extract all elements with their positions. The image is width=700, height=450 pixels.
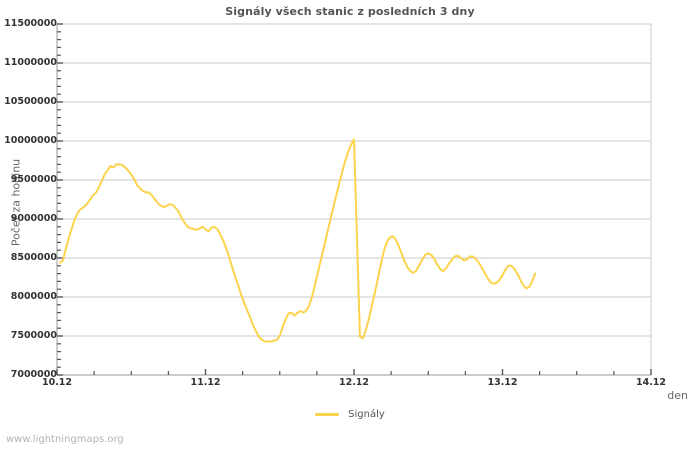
data-line-signaly (58, 138, 537, 343)
y-tick-label: 8000000 (10, 291, 57, 302)
x-axis-label: den (667, 389, 688, 402)
x-tick-label: 11.12 (190, 377, 221, 388)
legend-label: Signály (348, 409, 385, 420)
y-tick-label: 9500000 (10, 174, 57, 185)
y-tick-label: 8500000 (10, 252, 57, 263)
y-tick-label: 9000000 (10, 213, 57, 224)
chart-legend: Signály (0, 409, 700, 420)
y-tick-label: 10500000 (4, 96, 57, 107)
y-tick-label: 11500000 (4, 18, 57, 29)
x-tick-label: 13.12 (487, 377, 518, 388)
y-tick-label: 7000000 (10, 369, 57, 380)
y-tick-label: 10000000 (4, 135, 57, 146)
x-tick-label: 10.12 (41, 377, 73, 388)
y-tick-label: 7500000 (10, 330, 57, 341)
watermark-text: www.lightningmaps.org (6, 434, 124, 445)
legend-color-swatch (315, 413, 340, 416)
x-tick-label: 14.12 (635, 377, 667, 388)
y-axis-tick-labels: 11500000 11000000 10500000 10000000 9500000 9… (0, 0, 57, 450)
chart-title: Signály všech stanic z posledních 3 dny (225, 5, 475, 18)
y-tick-label: 11000000 (4, 57, 57, 68)
x-tick-label: 12.12 (338, 377, 370, 388)
